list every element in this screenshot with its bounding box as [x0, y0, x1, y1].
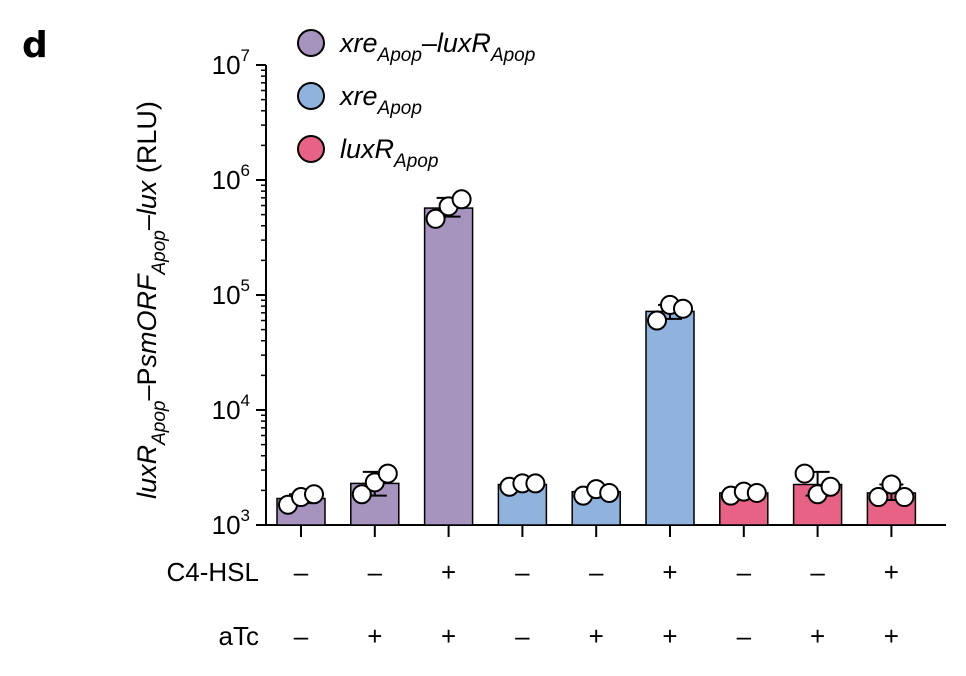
legend-marker [297, 29, 325, 57]
y-axis: 103 104 105 106 107 [212, 46, 946, 540]
panel-label: d [22, 25, 48, 66]
data-point [868, 487, 889, 508]
condition-sign: – [810, 557, 825, 587]
condition-sign: – [737, 557, 752, 587]
y-tick-label: 103 [212, 506, 250, 540]
row-label: C4-HSL [167, 557, 259, 587]
row-label: aTc [219, 621, 259, 651]
condition-sign: + [662, 621, 677, 651]
y-tick-label: 105 [212, 276, 250, 310]
data-point [425, 208, 446, 229]
condition-sign: – [294, 621, 309, 651]
condition-sign: + [884, 621, 899, 651]
condition-sign: + [441, 621, 456, 651]
y-axis-label: luxRApop–PsmORFApop–lux (RLU) [132, 101, 170, 499]
legend: xreApop–luxRApop xreApop luxRApop [297, 28, 535, 172]
data-point [820, 476, 841, 497]
data-point [673, 298, 693, 319]
bar [423, 207, 474, 526]
legend-label: xreApop [338, 81, 422, 119]
data-point [647, 310, 667, 331]
legend-label: luxRApop [340, 134, 438, 172]
y-tick-label: 107 [212, 46, 250, 80]
data-point [881, 474, 902, 495]
condition-sign: + [367, 621, 382, 651]
data-point [304, 484, 324, 505]
legend-marker [297, 135, 325, 163]
condition-table: C4-HSL – – + – – + – – + aTc – + + – + + – + + [167, 557, 899, 651]
y-tick-label: 104 [212, 391, 250, 425]
y-tick-label: 106 [212, 161, 250, 195]
data-point [351, 484, 372, 505]
condition-sign: + [441, 557, 456, 587]
condition-sign: + [884, 557, 899, 587]
data-point [894, 487, 915, 508]
bar [645, 310, 695, 526]
y-axis-label-group: luxRApop–PsmORFApop–lux (RLU) [132, 101, 170, 499]
condition-sign: – [589, 557, 604, 587]
condition-sign: + [810, 621, 825, 651]
bars [276, 189, 917, 537]
condition-sign: – [515, 621, 530, 651]
data-point [746, 482, 767, 503]
condition-sign: – [368, 557, 383, 587]
data-point [599, 482, 620, 503]
data-point [451, 189, 472, 210]
data-point [794, 463, 815, 484]
condition-sign: – [515, 557, 530, 587]
condition-sign: – [294, 557, 309, 587]
data-point [525, 473, 546, 494]
data-point [377, 463, 398, 484]
condition-sign: + [662, 557, 677, 587]
legend-label: xreApop–luxRApop [338, 28, 535, 66]
condition-sign: + [589, 621, 604, 651]
condition-sign: – [737, 621, 752, 651]
legend-marker [297, 82, 325, 110]
